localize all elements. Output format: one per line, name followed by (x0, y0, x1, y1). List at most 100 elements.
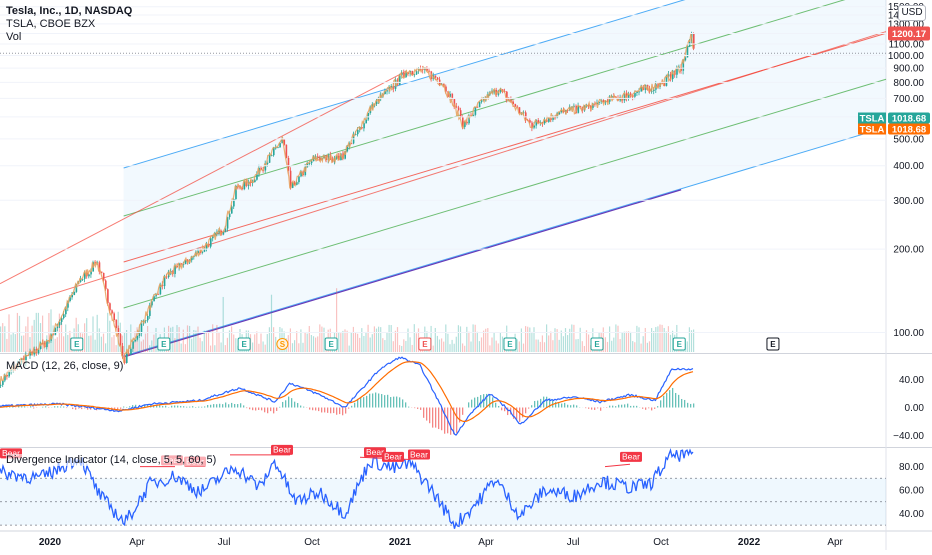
macd-histogram-bar (282, 402, 283, 408)
macd-histogram-bar (615, 406, 616, 407)
volume-bar (479, 341, 480, 352)
macd-histogram-bar (399, 397, 400, 407)
volume-bar (380, 327, 381, 352)
volume-bar (502, 337, 503, 352)
volume-bar (254, 334, 255, 352)
volume-bar (542, 335, 543, 352)
volume-bar (571, 324, 572, 352)
macd-histogram-bar (21, 406, 22, 407)
last-price-tag-text: 1018.68 (892, 125, 926, 136)
volume-bar (452, 340, 453, 352)
volume-bar (607, 342, 608, 352)
macd-histogram-bar (438, 408, 439, 430)
volume-bar (437, 336, 438, 352)
macd-histogram-bar (630, 406, 631, 408)
volume-bar (189, 326, 190, 352)
macd-tick-label: 40.00 (899, 375, 924, 386)
macd-histogram-bar (252, 408, 253, 411)
macd-histogram-bar (303, 407, 304, 408)
currency-button[interactable]: USD (898, 5, 926, 21)
macd-histogram-bar (183, 406, 184, 407)
volume-bar (626, 332, 627, 352)
volume-bar (252, 343, 253, 352)
volume-bar (605, 337, 606, 352)
volume-bar (126, 330, 127, 352)
volume-bar (500, 333, 501, 352)
volume-bar (195, 331, 196, 352)
macd-histogram-bar (288, 397, 289, 408)
volume-bar (292, 343, 293, 352)
volume-bar (609, 326, 610, 352)
volume-bar (494, 332, 495, 352)
macd-histogram-bar (315, 408, 316, 411)
volume-bar (183, 330, 184, 352)
volume-bar (662, 325, 663, 352)
macd-histogram-bar (201, 407, 202, 408)
macd-histogram-bar (123, 407, 124, 408)
candle (147, 316, 149, 320)
volume-bar (338, 333, 339, 352)
macd-histogram-bar (564, 403, 565, 408)
volume-bar (315, 338, 316, 352)
macd-histogram-bar (561, 404, 562, 408)
volume-bar (630, 332, 631, 352)
volume-bar (84, 323, 85, 352)
macd-histogram-bar (414, 408, 415, 409)
macd-histogram-bar (519, 408, 520, 422)
volume-bar (533, 327, 534, 352)
volume-bar (25, 326, 26, 352)
volume-bar (53, 325, 54, 352)
volume-bar (519, 341, 520, 352)
volume-bar (393, 341, 394, 352)
volume-bar (206, 331, 207, 352)
volume-bar (210, 346, 211, 352)
macd-histogram-bar (348, 408, 349, 409)
candle (88, 274, 90, 276)
macd-label: MACD (12, 26, close, 9) (6, 360, 123, 372)
volume-bar (668, 326, 669, 352)
volume-bar (573, 325, 574, 352)
volume-bar (638, 327, 639, 352)
volume-bar (116, 345, 117, 352)
volume-bar (687, 341, 688, 352)
macd-histogram-bar (654, 408, 655, 409)
macd-tick-label: 0.00 (905, 403, 925, 414)
macd-histogram-bar (342, 408, 343, 416)
macd-pane: 40.000.00−40.00 (0, 357, 924, 442)
volume-bar (470, 342, 471, 352)
volume-bar (483, 331, 484, 352)
macd-histogram-bar (267, 408, 268, 414)
macd-histogram-bar (576, 405, 577, 407)
volume-bar (86, 318, 87, 352)
volume-bar (370, 338, 371, 352)
volume-bar (233, 335, 234, 352)
volume-bar (491, 337, 492, 352)
bear-label-text: Bear (384, 452, 402, 462)
volume-bar (554, 328, 555, 352)
volume-bar (632, 341, 633, 352)
earnings-event-label: E (507, 340, 513, 349)
volume-bar (636, 326, 637, 352)
volume-bar (2, 323, 3, 352)
volume-bar (275, 337, 276, 352)
volume-bar (550, 332, 551, 352)
macd-histogram-bar (189, 407, 190, 408)
macd-histogram-bar (117, 408, 118, 409)
volume-bar (111, 337, 112, 352)
volume-bar (647, 343, 648, 352)
macd-histogram-bar (198, 407, 199, 408)
volume-bar (90, 335, 91, 352)
macd-histogram-bar (387, 395, 388, 408)
macd-histogram-bar (525, 408, 526, 414)
candle (0, 385, 2, 386)
candle (458, 107, 460, 110)
volume-bar (441, 338, 442, 352)
volume-bar (546, 324, 547, 352)
volume-bar (456, 337, 457, 352)
candle (666, 77, 668, 86)
macd-histogram-bar (531, 405, 532, 407)
earnings-event-label: E (74, 340, 80, 349)
volume-bar (536, 339, 537, 352)
